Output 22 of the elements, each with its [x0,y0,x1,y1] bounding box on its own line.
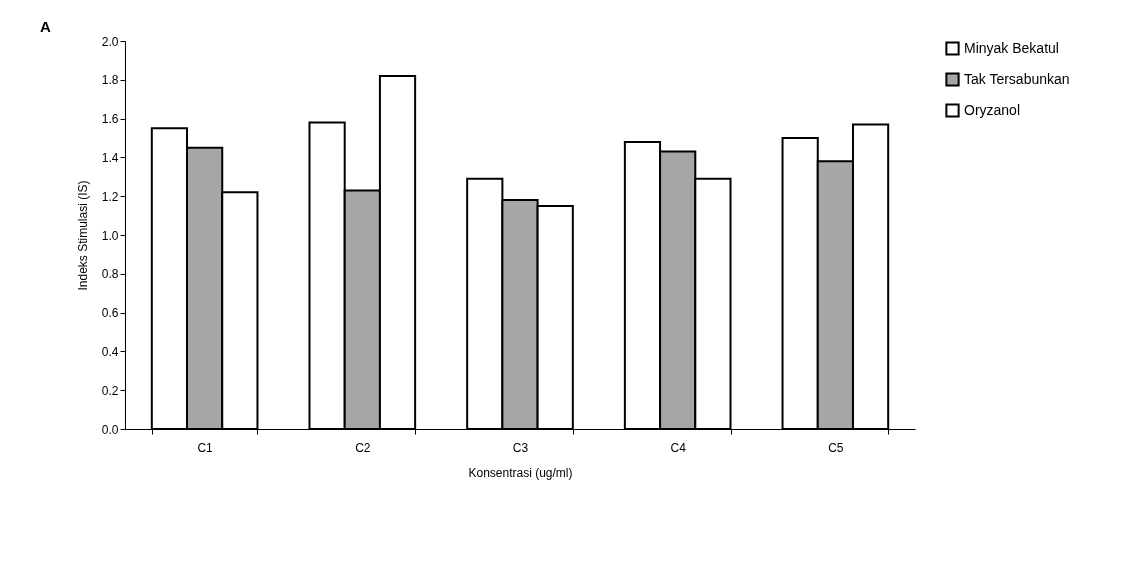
y-tick-label: 0.4 [101,344,119,359]
x-tick-label: C4 [670,440,687,455]
y-tick-label: 1.0 [101,228,119,243]
y-tick-label: 2.0 [101,34,119,49]
y-tick-label: 1.8 [101,73,119,88]
y-tick-label: 0.2 [101,383,119,398]
x-axis-title: Konsentrasi (ug/ml) [468,465,573,480]
y-axis-title: Indeks Stimulasi (IS) [75,180,90,291]
x-tick-label: C2 [355,440,371,455]
y-tick-label: 0.0 [101,422,119,437]
legend-label: Minyak Bekatul [964,39,1059,56]
x-tick-label: C1 [197,440,214,455]
y-tick-label: 0.6 [101,306,119,321]
x-tick-label: C5 [828,440,844,455]
chart-title: A [40,18,51,35]
legend-label: Tak Tersabunkan [964,70,1070,87]
x-tick-label: C3 [512,440,529,455]
y-tick-label: 1.2 [101,189,119,204]
y-tick-label: 0.8 [101,267,119,282]
y-tick-label: 1.6 [101,112,119,127]
y-tick-label: 1.4 [101,150,119,165]
legend-label: Oryzanol [964,101,1021,118]
